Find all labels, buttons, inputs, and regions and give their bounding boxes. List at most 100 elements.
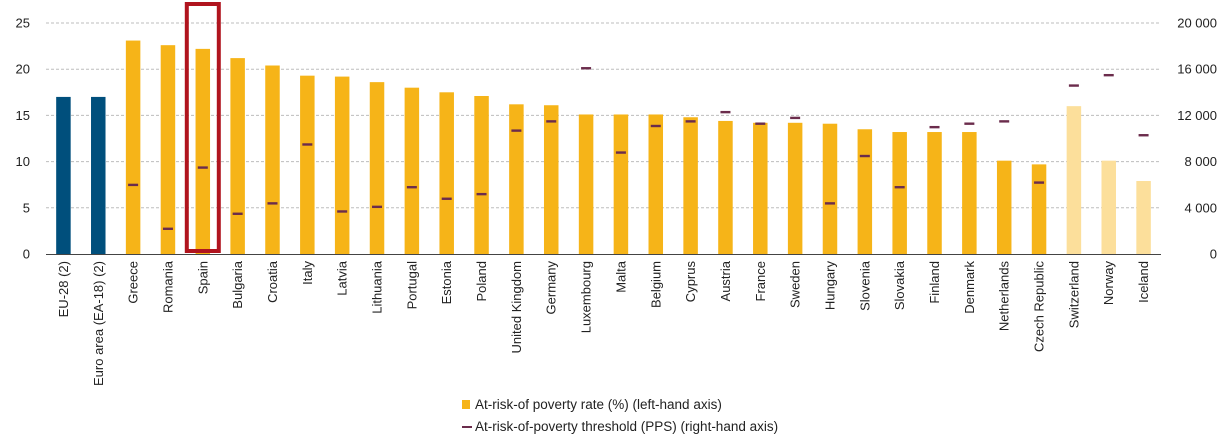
category-label: Slovenia <box>857 260 872 311</box>
threshold-marker <box>859 154 870 158</box>
bar <box>195 48 211 254</box>
category-label: Hungary <box>822 261 837 311</box>
category-label: Portugal <box>404 261 419 310</box>
threshold-marker <box>267 202 278 205</box>
category-label: Croatia <box>265 260 280 303</box>
bar <box>1031 164 1047 254</box>
threshold-marker <box>546 120 557 123</box>
threshold-marker <box>790 116 801 120</box>
threshold-marker <box>720 110 731 114</box>
threshold-marker <box>406 186 417 189</box>
category-label: Norway <box>1101 261 1116 306</box>
bar <box>125 40 141 254</box>
y-right-tick-label: 0 <box>1210 247 1217 262</box>
threshold-marker <box>615 151 626 154</box>
threshold-marker <box>999 120 1010 123</box>
bar <box>404 87 420 255</box>
bar <box>892 132 907 254</box>
bar <box>265 65 280 254</box>
bar <box>300 75 315 254</box>
category-label: Malta <box>613 260 628 293</box>
threshold-marker <box>476 192 487 196</box>
bar <box>822 123 838 254</box>
threshold-marker <box>511 129 522 132</box>
category-label: Sweden <box>788 261 803 308</box>
category-label: Denmark <box>962 261 977 314</box>
bar <box>787 122 803 255</box>
threshold-marker <box>1138 134 1149 137</box>
threshold-marker <box>929 125 940 129</box>
threshold-marker <box>1103 73 1114 77</box>
bar <box>927 132 942 254</box>
category-label: Finland <box>927 261 942 304</box>
threshold-marker <box>964 122 975 125</box>
y-left-tick-label: 10 <box>16 154 30 169</box>
threshold-marker <box>197 166 208 169</box>
category-label: Euro area (EA-18) (2) <box>91 261 106 386</box>
y-left-tick-label: 5 <box>23 200 30 215</box>
category-label: Poland <box>474 261 489 301</box>
bar <box>996 160 1012 254</box>
category-label: Czech Republic <box>1032 261 1047 353</box>
bar <box>509 104 524 254</box>
bar <box>369 82 385 254</box>
gridlines <box>46 22 1161 209</box>
threshold-marker <box>302 143 313 146</box>
category-label: Latvia <box>335 260 350 295</box>
y-left-tick-label: 20 <box>16 62 30 77</box>
y-right-tick-label: 16 000 <box>1177 62 1217 77</box>
category-label: Spain <box>195 261 210 294</box>
threshold-marker <box>162 227 173 230</box>
axes: 0 0 5 4 000 10 8 000 15 12 000 20 16 000 25 20 000 <box>16 2 1217 262</box>
threshold-marker <box>337 210 348 213</box>
bar <box>56 96 71 254</box>
category-label: Romania <box>160 260 175 313</box>
threshold-marker <box>1068 84 1079 87</box>
category-label: France <box>753 261 768 301</box>
category-label: Italy <box>300 261 315 285</box>
threshold-marker <box>650 124 661 128</box>
threshold-marker <box>372 205 383 209</box>
category-label: Switzerland <box>1066 261 1081 328</box>
threshold-marker <box>581 67 592 70</box>
threshold-marker <box>128 183 139 187</box>
category-label: Greece <box>126 261 141 304</box>
bar <box>1066 106 1082 254</box>
threshold-marker <box>824 202 835 205</box>
threshold-marker <box>441 197 452 200</box>
category-label: Iceland <box>1136 261 1151 303</box>
threshold-marker <box>1034 181 1045 184</box>
y-left-tick-label: 15 <box>16 108 30 123</box>
bar <box>160 45 176 255</box>
bar <box>683 117 698 254</box>
legend-swatch-threshold <box>462 426 472 428</box>
bar <box>857 129 873 254</box>
threshold-marker <box>894 186 905 189</box>
bar <box>474 95 489 254</box>
bar <box>753 122 768 255</box>
threshold-marker <box>755 122 766 125</box>
y-right-tick-label: 8 000 <box>1184 154 1217 169</box>
category-label: Slovakia <box>892 260 907 310</box>
category-label: United Kingdom <box>509 261 524 354</box>
bar <box>334 76 350 254</box>
bar <box>718 120 733 254</box>
category-label: Luxembourg <box>579 261 594 333</box>
bar <box>962 132 977 254</box>
legend-swatch-poverty-rate <box>462 400 470 409</box>
y-left-tick-label: 0 <box>23 247 30 262</box>
bar <box>613 114 629 254</box>
bar <box>543 105 559 255</box>
threshold-marker <box>685 120 696 123</box>
legend-label-threshold: At-risk-of-poverty threshold (PPS) (righ… <box>475 419 778 434</box>
y-left-tick-label: 25 <box>16 16 30 31</box>
category-label: Lithuania <box>370 260 385 314</box>
category-labels: EU-28 (2) Euro area (EA-18) (2) Greece Roma… <box>56 260 1151 386</box>
legend: At-risk-of poverty rate (%) (left-hand a… <box>462 397 778 434</box>
threshold-marker <box>232 212 243 215</box>
poverty-rate-bars <box>56 40 1151 255</box>
category-label: Estonia <box>439 260 454 304</box>
y-right-tick-label: 4 000 <box>1184 200 1217 215</box>
